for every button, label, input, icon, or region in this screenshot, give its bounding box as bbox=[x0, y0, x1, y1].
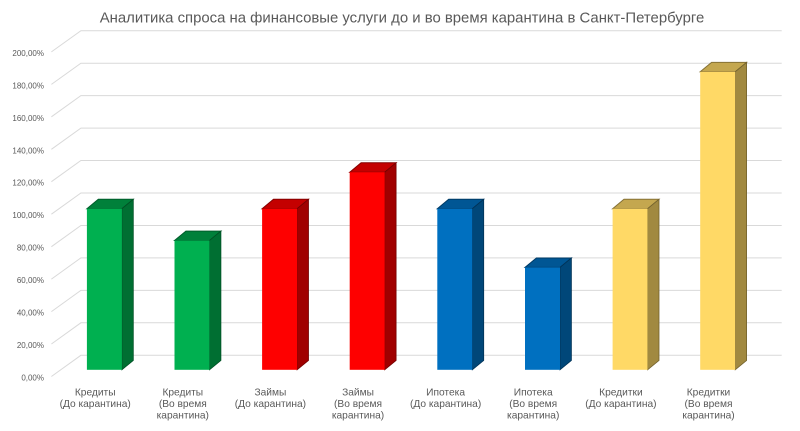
svg-text:160,00%: 160,00% bbox=[12, 114, 44, 123]
svg-text:Ипотека: Ипотека bbox=[514, 387, 553, 398]
svg-text:200,00%: 200,00% bbox=[12, 49, 44, 58]
svg-text:(До карантина): (До карантина) bbox=[60, 399, 131, 410]
svg-text:Кредиты: Кредиты bbox=[75, 387, 116, 398]
svg-text:карантина): карантина) bbox=[682, 410, 734, 421]
svg-text:Займы: Займы bbox=[342, 387, 374, 398]
svg-text:Кредитки: Кредитки bbox=[687, 387, 731, 398]
svg-text:(Во время: (Во время bbox=[159, 399, 207, 410]
svg-text:(Во время: (Во время bbox=[334, 399, 382, 410]
svg-text:Кредитки: Кредитки bbox=[599, 387, 643, 398]
svg-text:(Во время: (Во время bbox=[509, 399, 557, 410]
svg-text:40,00%: 40,00% bbox=[17, 309, 44, 318]
svg-text:Кредиты: Кредиты bbox=[162, 387, 203, 398]
svg-text:20,00%: 20,00% bbox=[17, 341, 44, 350]
svg-text:0,00%: 0,00% bbox=[21, 374, 44, 383]
svg-text:(Во время: (Во время bbox=[685, 399, 733, 410]
svg-text:Аналитика спроса на финансовые: Аналитика спроса на финансовые услуги до… bbox=[100, 11, 705, 27]
svg-text:Займы: Займы bbox=[254, 387, 286, 398]
svg-text:(До карантина): (До карантина) bbox=[235, 399, 306, 410]
svg-text:100,00%: 100,00% bbox=[12, 211, 44, 220]
svg-text:(До карантина): (До карантина) bbox=[410, 399, 481, 410]
svg-text:(До карантина): (До карантина) bbox=[585, 399, 656, 410]
svg-text:Ипотека: Ипотека bbox=[426, 387, 465, 398]
svg-text:карантина): карантина) bbox=[157, 410, 209, 421]
svg-text:60,00%: 60,00% bbox=[17, 276, 44, 285]
svg-text:карантина): карантина) bbox=[507, 410, 559, 421]
svg-text:80,00%: 80,00% bbox=[17, 244, 44, 253]
svg-text:140,00%: 140,00% bbox=[12, 146, 44, 155]
svg-text:карантина): карантина) bbox=[332, 410, 384, 421]
svg-text:120,00%: 120,00% bbox=[12, 179, 44, 188]
svg-text:180,00%: 180,00% bbox=[12, 81, 44, 90]
